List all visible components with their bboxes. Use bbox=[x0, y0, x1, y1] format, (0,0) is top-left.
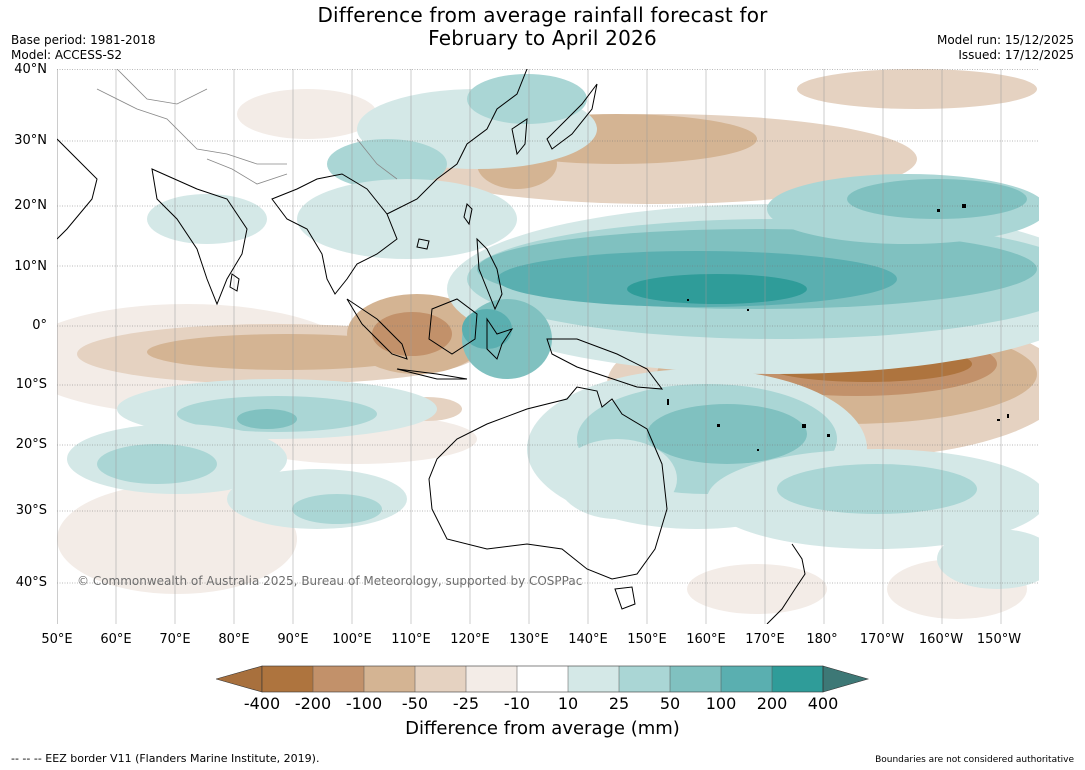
colorbar-bin-p100-p200 bbox=[721, 666, 772, 692]
pacific-islands bbox=[667, 204, 1009, 451]
colorbar bbox=[216, 665, 870, 693]
lon-label-50e: 50°E bbox=[41, 632, 73, 647]
map-svg bbox=[57, 69, 1039, 624]
legend-tick-m50: -50 bbox=[401, 694, 429, 713]
legend-tick-m200: -200 bbox=[294, 694, 332, 713]
lon-label-150w: 150°W bbox=[976, 632, 1022, 647]
colorbar-bin-p25-p50 bbox=[619, 666, 670, 692]
base-period: Base period: 1981-2018 bbox=[11, 33, 156, 47]
issued-date: Issued: 17/12/2025 bbox=[958, 48, 1074, 62]
legend-tick-p50: 50 bbox=[659, 694, 681, 713]
lat-label-40n: 40°N bbox=[14, 62, 47, 77]
lon-label-150e: 150°E bbox=[627, 632, 667, 647]
lat-label-20s: 20°S bbox=[15, 437, 47, 452]
rainfall-anomaly-map bbox=[57, 69, 1039, 624]
lon-label-90e: 90°E bbox=[277, 632, 309, 647]
legend-tick-p10: 10 bbox=[557, 694, 579, 713]
lat-label-40s: 40°S bbox=[15, 575, 47, 590]
lat-label-30n: 30°N bbox=[14, 133, 47, 148]
lon-label-140e: 140°E bbox=[568, 632, 608, 647]
legend-tick-p400: 400 bbox=[807, 694, 839, 713]
lon-label-160w: 160°W bbox=[918, 632, 964, 647]
colorbar-bin-m100-m50 bbox=[364, 666, 415, 692]
map-title: Difference from average rainfall forecas… bbox=[0, 4, 1085, 50]
legend-tick-m400: -400 bbox=[243, 694, 281, 713]
legend-title: Difference from average (mm) bbox=[405, 718, 680, 739]
model-name: Model: ACCESS-S2 bbox=[11, 48, 123, 62]
eez-footnote: -- -- -- EEZ border V11 (Flanders Marine… bbox=[11, 752, 320, 765]
legend-tick-p200: 200 bbox=[756, 694, 788, 713]
colorbar-bin-m400-m200 bbox=[262, 666, 313, 692]
colorbar-bin-m25-m10 bbox=[466, 666, 517, 692]
lon-label-180: 180° bbox=[806, 632, 838, 647]
colorbar-bin-p200-p400 bbox=[772, 666, 823, 692]
colorbar-bin-p50-p100 bbox=[670, 666, 721, 692]
copyright-notice: © Commonwealth of Australia 2025, Bureau… bbox=[77, 574, 583, 588]
title-line-1: Difference from average rainfall forecas… bbox=[317, 3, 768, 27]
colorbar-extend-high bbox=[822, 665, 870, 693]
title-line-2: February to April 2026 bbox=[428, 26, 657, 50]
legend-tick-m100: -100 bbox=[345, 694, 383, 713]
legend-tick-p100: 100 bbox=[705, 694, 737, 713]
lon-label-120e: 120°E bbox=[450, 632, 490, 647]
coastlines bbox=[57, 69, 806, 624]
border-lines bbox=[96, 69, 398, 185]
lon-label-60e: 60°E bbox=[100, 632, 132, 647]
colorbar-bin-m10-p10 bbox=[517, 666, 568, 692]
colorbar-bin-m200-m100 bbox=[313, 666, 364, 692]
lon-label-170e: 170°E bbox=[745, 632, 785, 647]
lat-label-10s: 10°S bbox=[15, 377, 47, 392]
meridians bbox=[57, 69, 1002, 624]
lon-label-170w: 170°W bbox=[859, 632, 905, 647]
lon-label-80e: 80°E bbox=[218, 632, 250, 647]
lat-label-20n: 20°N bbox=[14, 198, 47, 213]
lat-label-10n: 10°N bbox=[14, 259, 47, 274]
lat-label-0: 0° bbox=[32, 318, 47, 333]
lon-label-70e: 70°E bbox=[159, 632, 191, 647]
run-info: Model run: 15/12/2025 Issued: 17/12/2025 bbox=[937, 33, 1074, 63]
colorbar-bin-p10-p25 bbox=[568, 666, 619, 692]
legend-tick-m25: -25 bbox=[452, 694, 480, 713]
legend-tick-m10: -10 bbox=[503, 694, 531, 713]
lon-label-110e: 110°E bbox=[391, 632, 431, 647]
model-info: Base period: 1981-2018 Model: ACCESS-S2 bbox=[11, 33, 156, 63]
wet-anomaly-regions bbox=[67, 74, 1039, 589]
colorbar-bin-m50-m25 bbox=[415, 666, 466, 692]
model-run: Model run: 15/12/2025 bbox=[936, 33, 1074, 47]
lon-label-130e: 130°E bbox=[509, 632, 549, 647]
lon-label-160e: 160°E bbox=[686, 632, 726, 647]
colorbar-extend-low bbox=[216, 665, 263, 693]
legend-tick-p25: 25 bbox=[608, 694, 630, 713]
lon-label-100e: 100°E bbox=[332, 632, 372, 647]
boundary-disclaimer: Boundaries are not considered authoritat… bbox=[875, 755, 1074, 765]
lat-label-30s: 30°S bbox=[15, 503, 47, 518]
